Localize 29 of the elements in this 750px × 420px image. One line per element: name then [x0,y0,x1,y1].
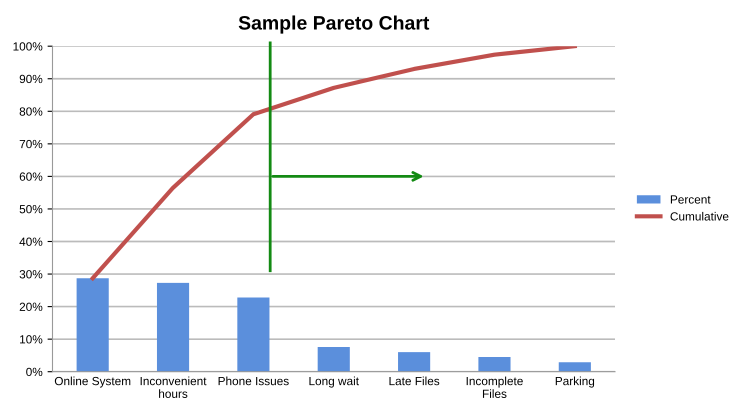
bar [398,352,430,372]
y-tick-label: 30% [20,270,42,278]
chart-title: Sample Pareto Chart [238,15,430,34]
legend-label: Percent [670,195,711,204]
y-tick-label: 50% [20,204,42,214]
bar [318,346,350,372]
x-tick-label: Online System [54,376,130,388]
y-tick-label: 20% [20,302,42,311]
y-tick-label: 60% [20,172,42,181]
x-tick-label: Incomplete Files [466,376,523,398]
bar [237,297,270,372]
bar [76,278,109,372]
x-tick-label: Parking [556,376,594,388]
y-tick-label: 100% [13,42,42,51]
y-tick-label: 80% [20,107,42,116]
y-tick-label: 0% [26,368,42,376]
y-tick-label: 70% [20,140,42,148]
x-tick-label: Late Files [389,376,440,386]
y-tick-label: 40% [19,238,42,246]
x-tick-label: Inconvenient hours [140,376,206,398]
y-tick-label: 90% [20,74,42,84]
bar [478,357,511,372]
legend-label: Cumulative [670,212,728,221]
x-tick-label: Phone Issues [218,376,289,386]
x-tick-label: Long wait [309,376,359,388]
y-tick-label: 10% [20,335,42,344]
line-series [90,46,577,280]
bar [156,282,190,372]
bar [558,362,591,372]
